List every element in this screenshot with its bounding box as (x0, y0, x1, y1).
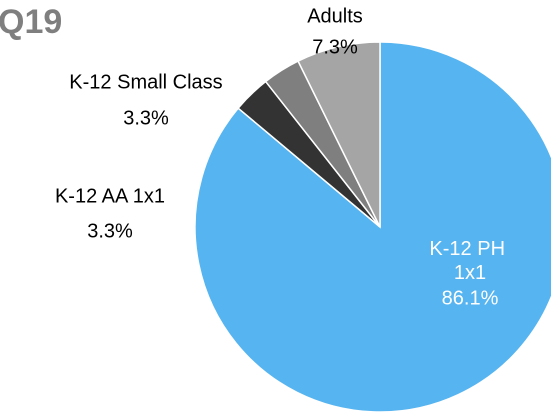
value-label: 86.1% (442, 287, 499, 309)
value-label: 3.3% (87, 220, 133, 242)
chart-title: Q19 (0, 3, 62, 41)
slice-label: K-12 Small Class (69, 71, 222, 93)
pie-slice (297, 41, 381, 228)
value-label: 7.3% (312, 36, 358, 58)
slice-label: K-12 PH 1x1 (429, 238, 510, 284)
slice-label: K-12 AA 1x1 (55, 185, 165, 207)
pie-slice (194, 41, 551, 413)
slice-label: Adults (307, 5, 363, 27)
value-label: 3.3% (123, 107, 169, 129)
